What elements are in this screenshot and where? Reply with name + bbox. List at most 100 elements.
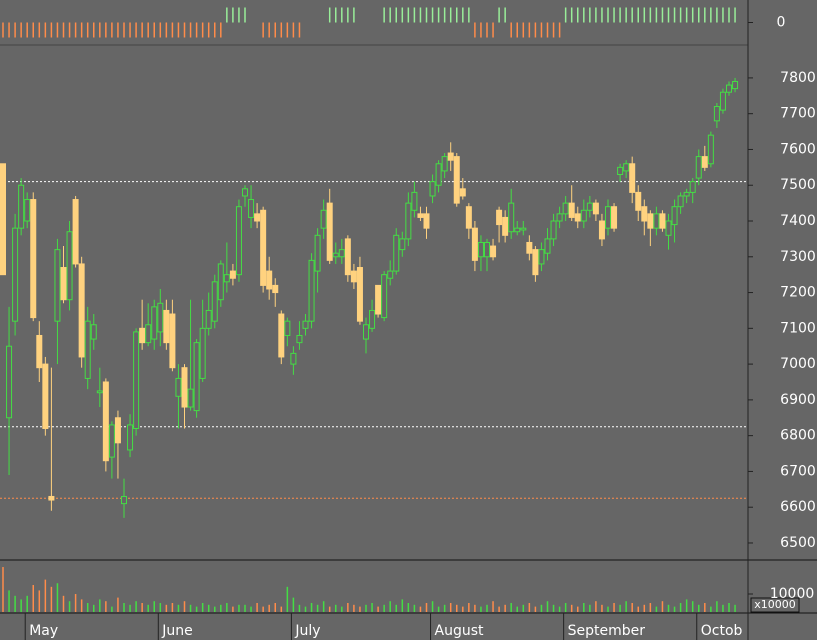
candle-body — [326, 202, 333, 261]
candle-body — [635, 191, 642, 211]
candle-body — [726, 84, 732, 93]
candle-body — [629, 163, 636, 193]
candle-body — [375, 284, 382, 315]
y-tick-label: 7400 — [780, 213, 816, 229]
candle-body — [223, 274, 230, 283]
candle-body — [42, 363, 49, 429]
candle-body — [363, 324, 369, 340]
candle-body — [12, 227, 19, 322]
candle-body — [556, 213, 563, 222]
candle-body — [217, 263, 224, 301]
candle-body — [314, 234, 321, 272]
candle-body — [84, 320, 91, 379]
candle-body — [278, 313, 285, 358]
y-tick-label: 7700 — [780, 106, 816, 122]
candle-body — [121, 495, 127, 505]
candle-body — [151, 306, 158, 340]
candle-body — [302, 320, 309, 329]
candle-body — [254, 213, 261, 222]
candle-body — [641, 206, 648, 222]
y-tick-label: 6500 — [780, 535, 816, 551]
candle-body — [514, 227, 521, 233]
candle-body — [332, 252, 339, 258]
candle-body — [78, 263, 85, 358]
candle-body — [586, 202, 593, 211]
candle-body — [308, 259, 315, 322]
candle-body — [260, 209, 267, 286]
candle-body — [266, 270, 273, 290]
candle-body — [671, 206, 678, 226]
y-tick-label: 6700 — [780, 463, 816, 479]
candle-body — [157, 302, 164, 333]
candle-body — [477, 241, 484, 258]
candle-body — [605, 206, 611, 229]
candle-body — [550, 220, 557, 240]
indicator-tick-label: 0 — [777, 15, 786, 31]
y-tick-label: 7800 — [780, 70, 816, 86]
candle-body — [320, 209, 327, 229]
candle-body — [465, 206, 472, 229]
candle-body — [496, 209, 503, 226]
candle-body — [707, 134, 714, 165]
candle-body — [175, 377, 182, 397]
candle-body — [526, 241, 533, 254]
candle-body — [399, 238, 406, 251]
candle-body — [447, 152, 454, 161]
candle-body — [54, 249, 61, 322]
candle-body — [695, 156, 702, 179]
candle-body — [580, 209, 587, 222]
candle-body — [139, 327, 146, 344]
y-tick-label: 7200 — [780, 285, 816, 301]
candle-body — [145, 324, 152, 344]
candle-body — [242, 188, 248, 197]
candle-body — [429, 181, 436, 197]
y-tick-label: 7100 — [780, 320, 816, 336]
candle-body — [30, 199, 37, 319]
candle-body — [108, 424, 115, 458]
candle-body — [356, 267, 363, 322]
x-tick-label: May — [29, 623, 58, 639]
candle-body — [520, 227, 527, 231]
candle-body — [350, 270, 357, 283]
candle-body — [60, 267, 67, 301]
candle-body — [568, 202, 575, 218]
candle-body — [169, 313, 176, 369]
candle-body — [411, 191, 418, 211]
candle-body — [459, 188, 466, 197]
candle-body — [18, 184, 25, 229]
candle-body — [538, 249, 545, 265]
candle-body — [235, 206, 242, 276]
candle-body — [405, 202, 412, 240]
x-tick-label: Octob — [701, 623, 743, 639]
candle-body — [502, 216, 509, 236]
y-tick-label: 7300 — [780, 249, 816, 265]
candle-body — [544, 238, 551, 254]
candle-body — [719, 91, 726, 111]
y-tick-label: 7000 — [780, 356, 816, 372]
candle-body — [181, 367, 188, 408]
x-tick-label: September — [568, 623, 646, 639]
candle-body — [490, 245, 497, 258]
candle-body — [338, 249, 345, 258]
y-tick-label: 6600 — [780, 499, 816, 515]
candle-body — [647, 213, 654, 229]
candle-body — [96, 390, 103, 394]
x-tick-label: August — [435, 623, 485, 639]
y-tick-label: 7500 — [780, 177, 816, 193]
candle-body — [453, 156, 460, 204]
candle-body — [163, 309, 170, 344]
candle-body — [623, 163, 630, 172]
candle-body — [441, 156, 448, 172]
volume-unit: x10000 — [754, 598, 796, 611]
candle-body — [713, 106, 720, 122]
candle-body — [532, 249, 539, 276]
candle-body — [423, 213, 430, 229]
y-tick-label: 6800 — [780, 428, 816, 444]
candle-body — [484, 241, 490, 258]
candle-body — [229, 270, 236, 279]
candle-body — [114, 417, 121, 444]
candle-body — [562, 202, 569, 215]
candle-body — [689, 181, 696, 193]
candle-body — [598, 220, 605, 240]
